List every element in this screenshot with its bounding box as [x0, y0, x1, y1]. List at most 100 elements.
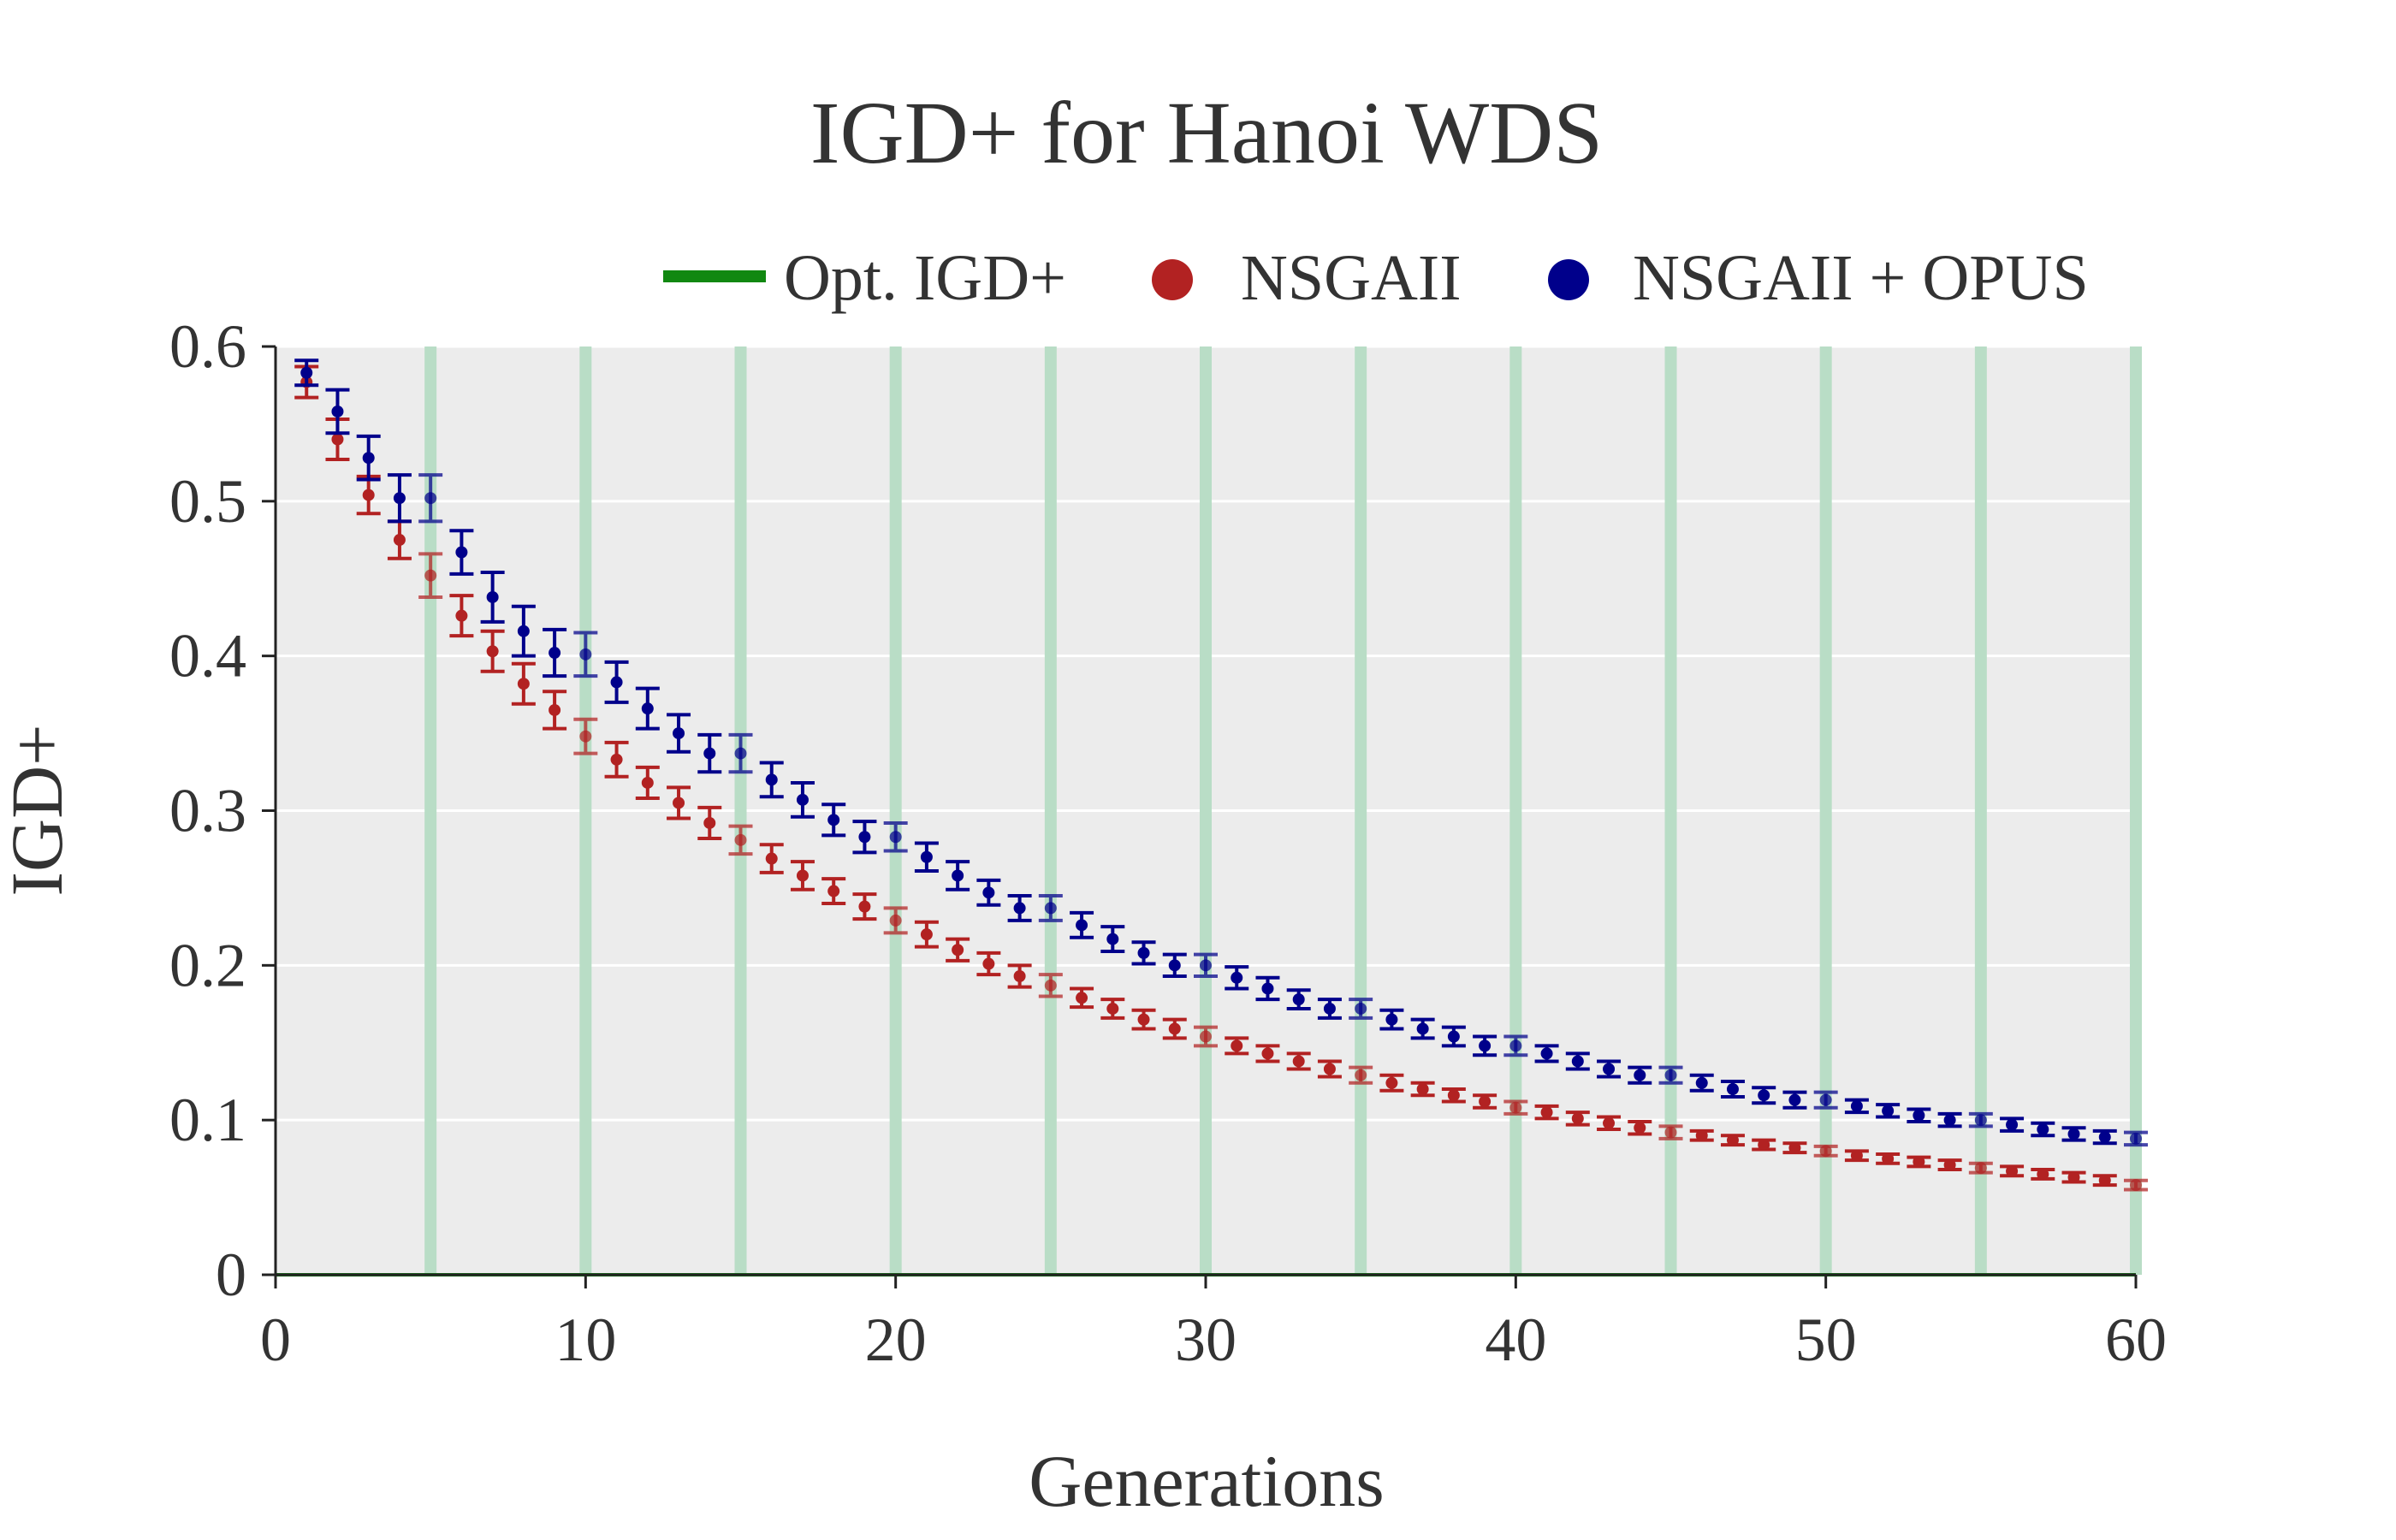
data-point	[1695, 1076, 1708, 1089]
x-ticks: 0 10 20 30 40 50 60	[260, 1275, 2167, 1374]
data-point	[1261, 1047, 1274, 1060]
data-point	[2067, 1171, 2080, 1184]
data-point	[1106, 1002, 1119, 1015]
data-point	[1819, 1093, 1832, 1106]
data-point	[1726, 1083, 1739, 1095]
data-point	[1882, 1105, 1895, 1117]
data-point	[486, 645, 499, 658]
data-point	[2006, 1118, 2019, 1131]
data-point	[1200, 1030, 1212, 1043]
highlight-band-60	[2130, 346, 2142, 1275]
data-point	[393, 534, 406, 547]
y-tick-label-2: 0.2	[169, 931, 246, 999]
data-point	[734, 747, 747, 760]
data-point	[362, 452, 375, 465]
highlight-band-40	[1509, 346, 1522, 1275]
data-point	[455, 546, 468, 559]
data-point	[858, 900, 871, 913]
x-tick-label-5: 50	[1795, 1306, 1857, 1374]
data-point	[920, 850, 933, 863]
data-point	[858, 831, 871, 844]
data-point	[1850, 1099, 1863, 1112]
highlight-band-45	[1664, 346, 1677, 1275]
data-point	[796, 869, 809, 882]
data-point	[1913, 1109, 1925, 1122]
data-point	[1603, 1063, 1616, 1075]
data-point	[1168, 959, 1181, 972]
data-point	[1850, 1149, 1863, 1162]
data-point	[1355, 1069, 1367, 1081]
data-point	[673, 727, 685, 740]
legend-label-nsgaii-opus: NSGAII + OPUS	[1633, 242, 2089, 314]
x-tick-label-0: 0	[260, 1306, 291, 1374]
data-point	[1788, 1093, 1801, 1106]
highlight-band-15	[734, 346, 747, 1275]
data-point	[765, 773, 778, 786]
data-point	[393, 492, 406, 505]
data-point	[517, 625, 530, 637]
data-point	[1571, 1055, 1584, 1068]
data-point	[610, 676, 623, 689]
x-axis-label: Generations	[1029, 1440, 1385, 1522]
data-point	[1479, 1040, 1492, 1052]
data-point	[1323, 1002, 1336, 1015]
data-point	[1137, 1013, 1150, 1026]
highlight-band-20	[889, 346, 902, 1275]
data-point	[1076, 919, 1088, 932]
data-point	[641, 776, 654, 789]
data-point	[920, 928, 933, 941]
data-point	[1013, 902, 1026, 915]
data-point	[889, 831, 902, 844]
data-point	[2098, 1131, 2111, 1144]
data-point	[579, 648, 592, 660]
x-tick-label-2: 20	[865, 1306, 927, 1374]
data-point	[1603, 1116, 1616, 1129]
data-point	[486, 590, 499, 603]
series-nsgaii	[294, 364, 2148, 1192]
data-point	[1726, 1134, 1739, 1146]
highlight-band-35	[1355, 346, 1367, 1275]
y-axis-label: IGD+	[0, 724, 78, 896]
data-point	[579, 730, 592, 743]
data-point	[1168, 1022, 1181, 1035]
data-point	[300, 366, 313, 379]
data-point	[1664, 1126, 1677, 1139]
data-point	[1231, 1040, 1243, 1052]
data-point	[1571, 1112, 1584, 1125]
data-point	[1355, 1002, 1367, 1015]
data-point	[703, 747, 716, 760]
data-point	[1882, 1152, 1895, 1165]
data-point	[1819, 1145, 1832, 1158]
data-point	[2067, 1128, 2080, 1140]
data-point	[1323, 1063, 1336, 1075]
x-tick-label-6: 60	[2105, 1306, 2167, 1374]
legend-swatch-nsgaii-opus	[1548, 259, 1589, 300]
data-point	[827, 885, 840, 897]
highlight-band-55	[1974, 346, 1987, 1275]
data-point	[2130, 1179, 2142, 1192]
highlight-band-50	[1819, 346, 1832, 1275]
data-point	[1479, 1095, 1492, 1108]
y-tick-label-1: 0.1	[169, 1086, 246, 1154]
data-point	[1913, 1155, 1925, 1168]
data-point	[1634, 1122, 1646, 1134]
data-point	[1385, 1013, 1398, 1026]
data-point	[549, 647, 561, 660]
data-point	[1447, 1030, 1460, 1043]
y-tick-label-6: 0.6	[169, 312, 246, 381]
y-tick-label-4: 0.4	[169, 622, 246, 690]
x-tick-label-1: 10	[555, 1306, 616, 1374]
data-point	[673, 797, 685, 809]
x-tick-label-4: 40	[1485, 1306, 1546, 1374]
data-point	[2098, 1174, 2111, 1187]
data-point	[549, 703, 561, 716]
data-point	[1447, 1089, 1460, 1102]
data-point	[424, 492, 437, 505]
data-point	[1137, 946, 1150, 959]
data-point	[1292, 1055, 1305, 1068]
data-point	[1540, 1106, 1553, 1119]
data-point	[1200, 959, 1212, 972]
data-point	[734, 833, 747, 846]
legend-label-optimal: Opt. IGD+	[784, 242, 1066, 314]
